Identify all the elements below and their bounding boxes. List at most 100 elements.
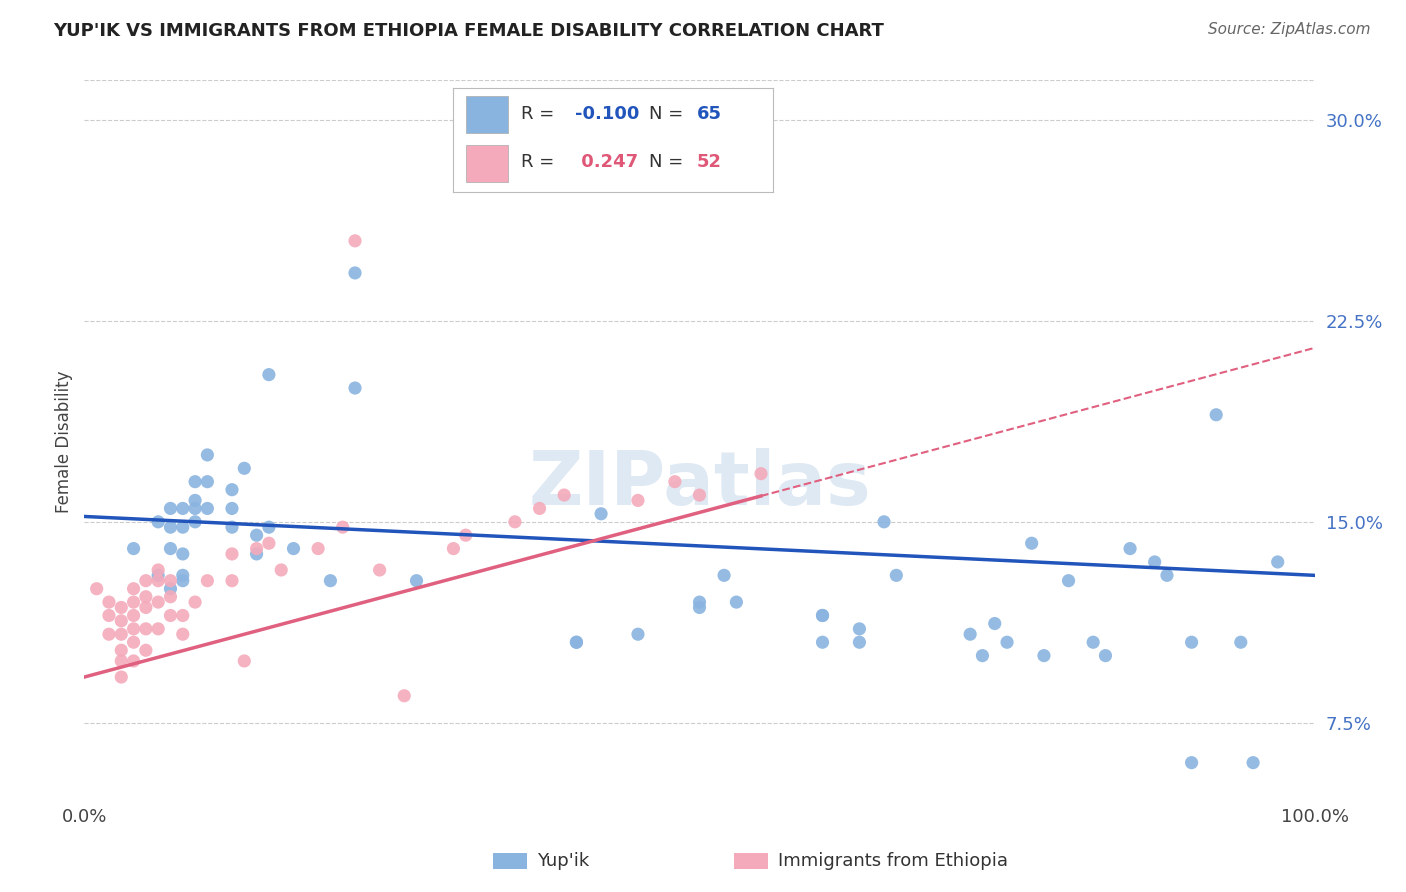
Point [233, 461, 256, 475]
Point [184, 493, 207, 508]
Point [159, 608, 181, 623]
Point [405, 574, 427, 588]
Point [159, 520, 181, 534]
Point [1205, 408, 1227, 422]
Point [110, 670, 132, 684]
Text: Immigrants from Ethiopia: Immigrants from Ethiopia [779, 852, 1008, 870]
Text: YUP'IK VS IMMIGRANTS FROM ETHIOPIA FEMALE DISABILITY CORRELATION CHART: YUP'IK VS IMMIGRANTS FROM ETHIOPIA FEMAL… [53, 22, 884, 40]
Point [98, 608, 120, 623]
Point [627, 493, 650, 508]
Text: Source: ZipAtlas.com: Source: ZipAtlas.com [1208, 22, 1371, 37]
Point [159, 590, 181, 604]
Point [1241, 756, 1264, 770]
Point [98, 595, 120, 609]
Point [664, 475, 686, 489]
Point [811, 635, 834, 649]
Point [172, 501, 194, 516]
Point [257, 536, 280, 550]
Point [172, 547, 194, 561]
Point [257, 520, 280, 534]
Point [565, 635, 588, 649]
Point [122, 635, 145, 649]
Point [995, 635, 1018, 649]
Point [959, 627, 981, 641]
Point [553, 488, 575, 502]
Point [110, 654, 132, 668]
Point [148, 574, 170, 588]
Point [984, 616, 1007, 631]
Point [873, 515, 896, 529]
Point [749, 467, 772, 481]
Point [122, 595, 145, 609]
Text: Yup'ik: Yup'ik [537, 852, 589, 870]
Point [811, 608, 834, 623]
Point [307, 541, 329, 556]
Point [454, 528, 477, 542]
Point [848, 622, 870, 636]
Point [148, 595, 170, 609]
Point [197, 501, 219, 516]
Point [172, 574, 194, 588]
Y-axis label: Female Disability: Female Disability [55, 370, 73, 513]
Point [159, 582, 181, 596]
Point [1119, 541, 1142, 556]
Point [122, 622, 145, 636]
Point [148, 515, 170, 529]
Point [86, 582, 108, 596]
Point [811, 608, 834, 623]
Point [221, 574, 243, 588]
FancyBboxPatch shape [734, 854, 769, 870]
Point [159, 541, 181, 556]
Point [565, 635, 588, 649]
Point [172, 520, 194, 534]
Point [184, 501, 207, 516]
Point [184, 515, 207, 529]
Point [368, 563, 391, 577]
Point [848, 635, 870, 649]
Point [1033, 648, 1056, 663]
Point [233, 654, 256, 668]
Point [135, 574, 157, 588]
Point [184, 475, 207, 489]
Point [122, 541, 145, 556]
Point [122, 608, 145, 623]
Point [591, 507, 613, 521]
Point [135, 600, 157, 615]
Point [886, 568, 908, 582]
Point [529, 501, 551, 516]
Point [246, 547, 269, 561]
Point [503, 515, 526, 529]
Point [110, 627, 132, 641]
Point [135, 643, 157, 657]
Point [319, 574, 342, 588]
Point [344, 266, 367, 280]
Point [344, 234, 367, 248]
Point [1181, 756, 1204, 770]
Point [197, 475, 219, 489]
Point [689, 595, 711, 609]
Point [246, 541, 269, 556]
Point [221, 520, 243, 534]
Point [197, 448, 219, 462]
Point [221, 483, 243, 497]
Point [257, 368, 280, 382]
Point [148, 622, 170, 636]
Point [725, 595, 748, 609]
Point [98, 627, 120, 641]
Point [197, 574, 219, 588]
Point [1229, 635, 1253, 649]
Point [110, 614, 132, 628]
Point [110, 643, 132, 657]
Point [1156, 568, 1178, 582]
Point [221, 501, 243, 516]
Point [148, 568, 170, 582]
Point [283, 541, 305, 556]
Point [1094, 648, 1116, 663]
Point [689, 600, 711, 615]
Point [1267, 555, 1289, 569]
Point [1021, 536, 1043, 550]
Point [159, 574, 181, 588]
Point [122, 654, 145, 668]
Point [184, 595, 207, 609]
Text: ZIPatlas: ZIPatlas [529, 449, 870, 522]
